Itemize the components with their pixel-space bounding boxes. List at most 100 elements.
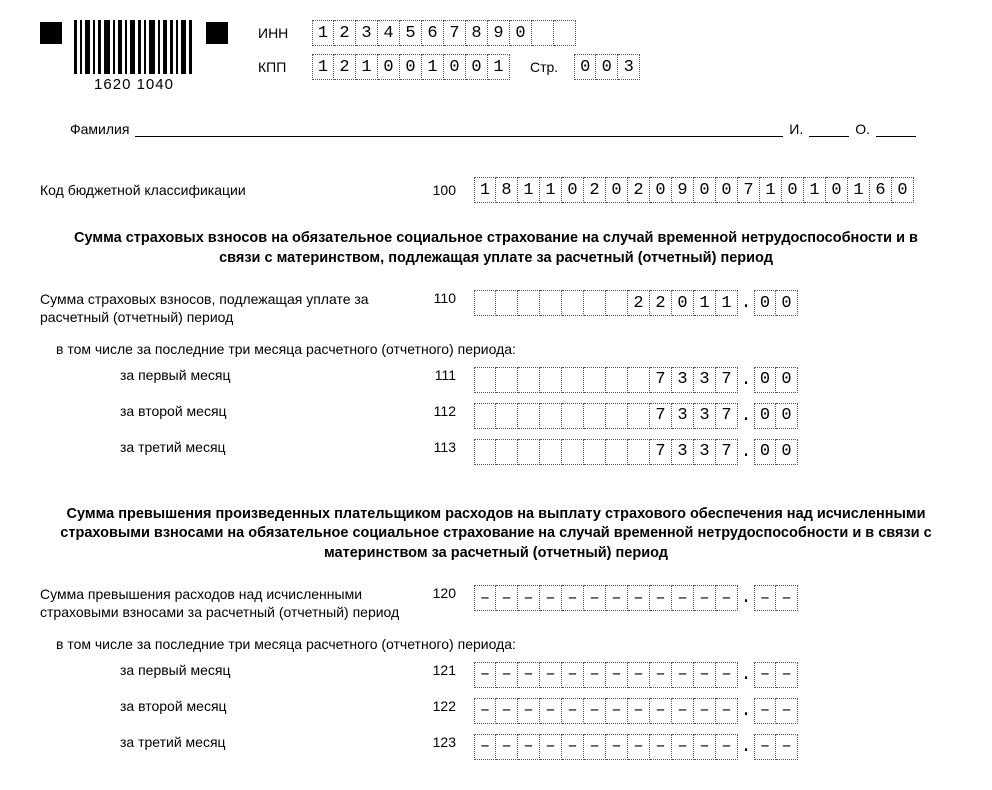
cell: 7: [716, 439, 738, 465]
cell: [518, 367, 540, 393]
row-113-code: 113: [430, 439, 474, 455]
row-112-int: 7337: [474, 403, 738, 429]
inn-cells: 1234567890: [312, 20, 576, 46]
cell: –: [606, 662, 628, 688]
cell: [474, 290, 496, 316]
row-111-int: 7337: [474, 367, 738, 393]
cell: 3: [694, 439, 716, 465]
cell: 2: [628, 177, 650, 203]
kpp-row: КПП 121001001 Стр. 003: [258, 54, 640, 80]
cell: 7: [716, 403, 738, 429]
cell: 1: [716, 290, 738, 316]
decimal-dot: .: [738, 442, 754, 462]
cell: 3: [694, 367, 716, 393]
cell: [562, 290, 584, 316]
cell: 1: [474, 177, 496, 203]
cell: –: [606, 585, 628, 611]
marker-right: [206, 22, 228, 44]
cell: [518, 290, 540, 316]
row-121-label: за первый месяц: [40, 662, 430, 678]
cell: 1: [422, 54, 444, 80]
row-121-int: ––––––––––––: [474, 662, 738, 688]
cell: 3: [672, 439, 694, 465]
row-120-dec: ––: [754, 585, 798, 611]
cell: –: [694, 698, 716, 724]
decimal-dot: .: [738, 406, 754, 426]
cell: –: [562, 698, 584, 724]
name-line: Фамилия И. О.: [70, 119, 922, 137]
row-123-dec: ––: [754, 734, 798, 760]
cell: [562, 403, 584, 429]
cell: –: [474, 662, 496, 688]
barcode: 1620 1040: [74, 20, 194, 93]
cell: –: [754, 585, 776, 611]
row-121-value: –––––––––––– . ––: [474, 662, 798, 688]
row-112-code: 112: [430, 403, 474, 419]
cell: –: [496, 662, 518, 688]
cell: 0: [776, 403, 798, 429]
cell: –: [474, 734, 496, 760]
cell: [496, 367, 518, 393]
cell: 0: [776, 290, 798, 316]
cell: [474, 439, 496, 465]
cell: [532, 20, 554, 46]
cell: 9: [488, 20, 510, 46]
cell: 1: [488, 54, 510, 80]
cell: [606, 367, 628, 393]
cell: 0: [782, 177, 804, 203]
cell: –: [584, 734, 606, 760]
form-header: 1620 1040 ИНН 1234567890 КПП 121001001 С…: [40, 20, 952, 93]
decimal-dot: .: [738, 293, 754, 313]
cell: –: [628, 698, 650, 724]
cell: 0: [826, 177, 848, 203]
cell: 1: [312, 20, 334, 46]
row-122: за второй месяц 122 –––––––––––– . ––: [40, 698, 952, 724]
cell: –: [694, 734, 716, 760]
cell: 2: [334, 54, 356, 80]
cell: 8: [466, 20, 488, 46]
cell: [540, 367, 562, 393]
cell: –: [650, 734, 672, 760]
row-120-label: Сумма превышения расходов над исчисленны…: [40, 585, 430, 621]
cell: 0: [650, 177, 672, 203]
cell: 6: [870, 177, 892, 203]
cell: 2: [650, 290, 672, 316]
row-111-value: 7337 . 00: [474, 367, 798, 393]
cell: [562, 439, 584, 465]
cell: [584, 290, 606, 316]
row-110-label: Сумма страховых взносов, подлежащая упла…: [40, 290, 430, 326]
row-110-code: 110: [430, 290, 474, 306]
cell: 0: [754, 367, 776, 393]
cell: 0: [776, 439, 798, 465]
cell: 1: [312, 54, 334, 80]
row-110-value: 22011 . 0 0: [474, 290, 798, 316]
cell: 0: [510, 20, 532, 46]
row-113: за третий месяц 113 7337 . 00: [40, 439, 952, 465]
row-123-code: 123: [430, 734, 474, 750]
cell: –: [672, 698, 694, 724]
cell: 1: [540, 177, 562, 203]
page-cells: 003: [574, 54, 640, 80]
decimal-dot: .: [738, 665, 754, 685]
decimal-dot: .: [738, 701, 754, 721]
cell: 2: [334, 20, 356, 46]
cell: –: [672, 662, 694, 688]
cell: –: [474, 585, 496, 611]
kbk-row: Код бюджетной классификации 100 18110202…: [40, 177, 952, 203]
row-120: Сумма превышения расходов над исчисленны…: [40, 585, 952, 621]
cell: –: [650, 662, 672, 688]
row-113-value: 7337 . 00: [474, 439, 798, 465]
cell: 0: [754, 439, 776, 465]
cell: –: [694, 662, 716, 688]
cell: –: [672, 585, 694, 611]
row-110-int: 22011: [474, 290, 738, 316]
kbk-cells: 18110202090071010160: [474, 177, 914, 203]
cell: [496, 439, 518, 465]
cell: –: [694, 585, 716, 611]
cell: [628, 367, 650, 393]
cell: –: [474, 698, 496, 724]
cell: 0: [466, 54, 488, 80]
row-122-label: за второй месяц: [40, 698, 430, 714]
cell: 0: [444, 54, 466, 80]
cell: 0: [672, 290, 694, 316]
